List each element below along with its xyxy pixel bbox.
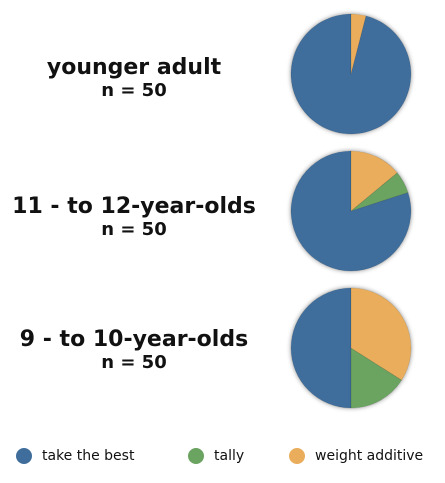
slice-take-the-best (290, 13, 412, 135)
group-title: 9 - to 10-year-olds (19, 327, 249, 352)
slice-take-the-best (290, 150, 412, 272)
legend-item-weight-additive: weight additive (289, 448, 423, 464)
legend-label: tally (214, 448, 245, 464)
group-title: younger adult (46, 55, 222, 80)
group-label-younger-adult: younger adult n = 50 (0, 55, 268, 101)
slice-weight-additive (350, 287, 412, 381)
slice-take-the-best (290, 287, 352, 409)
group-sample-size: n = 50 (101, 352, 167, 373)
legend-item-take-the-best: take the best (16, 448, 134, 464)
group-title: 11 - to 12-year-olds (12, 194, 256, 219)
pie-9-to-10-year-olds (290, 287, 412, 409)
slice-tally (350, 347, 403, 409)
legend-swatch (289, 448, 305, 464)
group-label-9-10-year-olds: 9 - to 10-year-olds n = 50 (0, 327, 268, 373)
legend-label: weight additive (315, 448, 424, 464)
slice-weight-additive (350, 13, 367, 75)
legend: take the best tally weight additive (0, 448, 445, 472)
legend-swatch (188, 448, 204, 464)
slice-tally (350, 172, 409, 212)
pie-11-to-12-year-olds (290, 150, 412, 272)
legend-item-tally: tally (188, 448, 244, 464)
group-label-11-12-year-olds: 11 - to 12-year-olds n = 50 (0, 194, 268, 240)
legend-swatch (16, 448, 32, 464)
group-sample-size: n = 50 (101, 80, 167, 101)
group-sample-size: n = 50 (101, 219, 167, 240)
pie-younger-adult (290, 13, 412, 135)
legend-label: take the best (42, 448, 135, 464)
slice-weight-additive (350, 150, 398, 212)
